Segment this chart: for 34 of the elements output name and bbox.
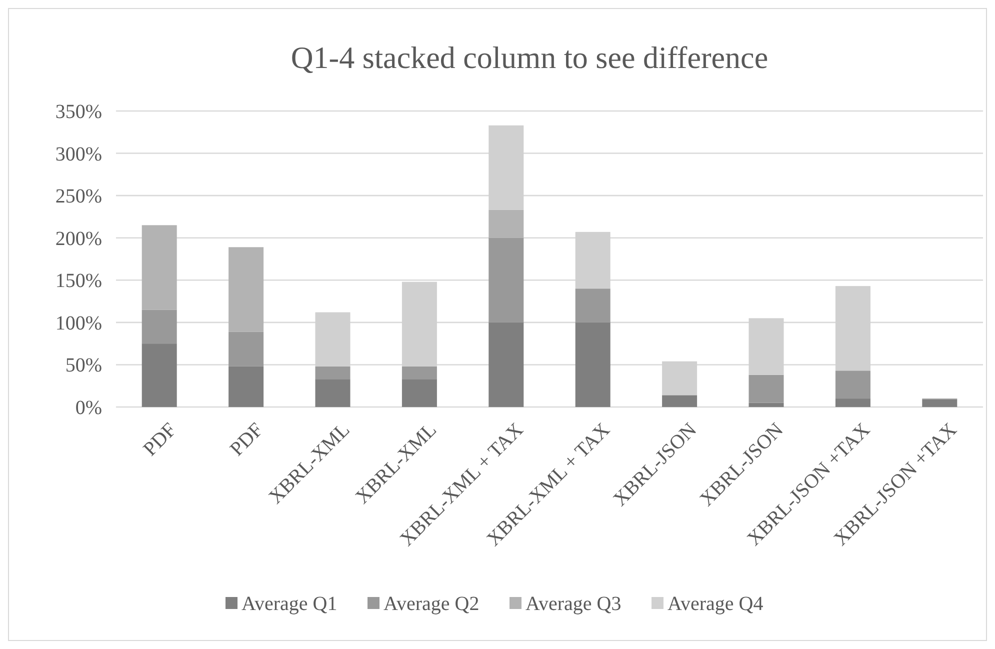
bar (315, 366, 350, 380)
bar (748, 402, 784, 407)
y-tick-label: 200% (55, 228, 102, 250)
bar (402, 366, 437, 380)
chart-title: Q1-4 stacked column to see difference (290, 40, 768, 75)
bar (488, 210, 524, 238)
bar (488, 238, 524, 322)
bar (748, 374, 784, 403)
y-tick-label: 350% (55, 101, 102, 123)
bar (142, 310, 177, 344)
bar (142, 344, 177, 407)
y-tick-label: 250% (55, 186, 102, 208)
bar (142, 225, 177, 310)
legend-label: Average Q3 (526, 593, 622, 615)
y-tick-label: 50% (65, 354, 102, 377)
bar (488, 322, 524, 407)
bar (228, 366, 264, 407)
bar (922, 399, 958, 407)
bar (662, 395, 698, 407)
bar (228, 332, 264, 366)
legend-label: Average Q4 (668, 593, 764, 615)
bar (575, 322, 610, 407)
y-tick-label: 0% (75, 397, 102, 419)
bar (402, 379, 437, 407)
bar (228, 247, 264, 332)
bar (835, 370, 870, 399)
y-tick-label: 100% (55, 312, 102, 334)
bar (835, 398, 870, 407)
y-tick-label: 150% (55, 270, 102, 292)
legend-label: Average Q1 (242, 593, 338, 615)
bar (575, 288, 610, 322)
bar (315, 379, 350, 407)
legend-label: Average Q2 (384, 593, 480, 615)
y-tick-label: 300% (55, 143, 102, 166)
